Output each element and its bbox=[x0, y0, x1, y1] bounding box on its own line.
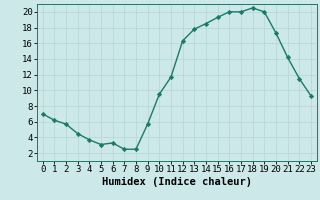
X-axis label: Humidex (Indice chaleur): Humidex (Indice chaleur) bbox=[102, 177, 252, 187]
